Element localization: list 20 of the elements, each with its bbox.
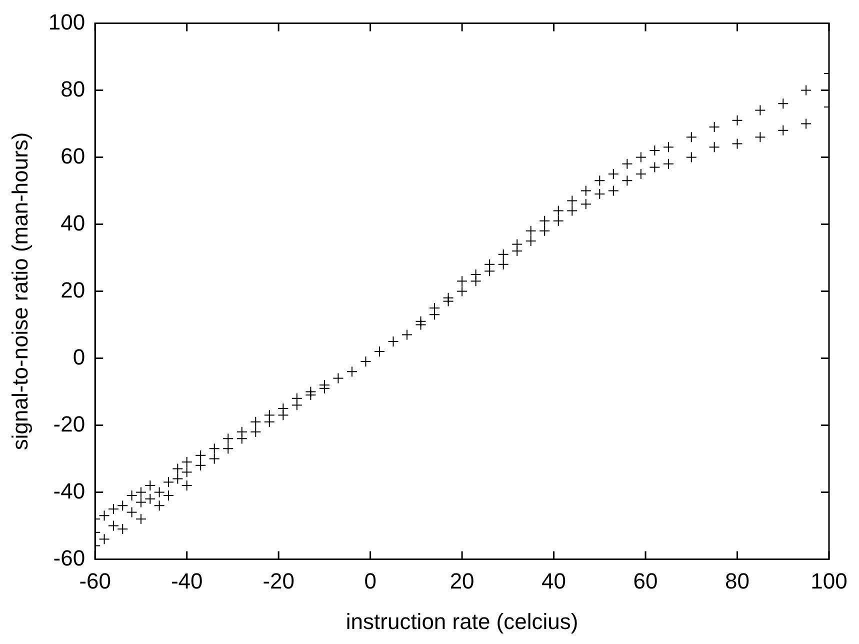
- x-tick-label: -20: [262, 568, 294, 594]
- x-tick-label: 20: [450, 568, 474, 594]
- y-tick-label: 100: [48, 9, 86, 34]
- x-tick-label: -60: [79, 568, 112, 594]
- x-tick-label: 60: [633, 568, 658, 594]
- x-tick-label: 100: [810, 568, 848, 594]
- y-axis-title: signal-to-noise ratio (man-hours): [7, 132, 32, 450]
- y-tick-label: -40: [53, 478, 86, 504]
- y-tick-label: 20: [60, 277, 86, 302]
- y-tick-label: 80: [60, 76, 86, 102]
- y-tick-label: 0: [72, 344, 86, 370]
- y-tick-label: 60: [60, 143, 86, 168]
- x-tick-label: 0: [364, 568, 376, 594]
- y-tick-label: 40: [60, 210, 86, 236]
- x-axis-title: instruction rate (celcius): [346, 608, 578, 634]
- x-tick-label: 80: [725, 568, 750, 594]
- x-tick-label: 40: [542, 568, 566, 594]
- x-tick-label: -40: [170, 568, 203, 594]
- y-tick-label: -20: [53, 411, 86, 436]
- y-tick-label: -60: [53, 545, 86, 570]
